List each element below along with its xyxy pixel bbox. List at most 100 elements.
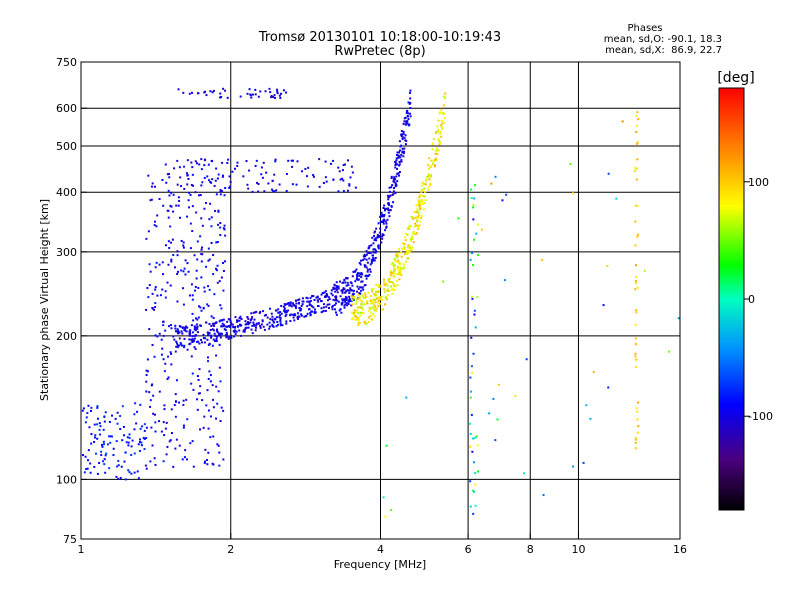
echo-point xyxy=(112,454,115,457)
echo-point xyxy=(417,228,420,231)
echo-point xyxy=(470,295,473,298)
echo-point xyxy=(160,353,163,356)
echo-point xyxy=(190,184,193,187)
echo-point xyxy=(390,175,393,178)
echo-point xyxy=(333,287,336,290)
echo-point xyxy=(164,163,167,166)
echo-point xyxy=(280,312,283,315)
echo-point xyxy=(265,313,268,316)
echo-point xyxy=(368,257,371,260)
echo-point xyxy=(250,96,253,99)
echo-point xyxy=(208,342,211,345)
echo-point xyxy=(438,140,441,143)
echo-point xyxy=(399,273,402,276)
echo-point xyxy=(314,311,317,314)
echo-point xyxy=(399,267,402,270)
echo-point xyxy=(162,358,165,361)
echo-point xyxy=(186,348,189,351)
echo-point xyxy=(216,177,219,180)
echo-point xyxy=(103,463,106,466)
echo-point xyxy=(93,423,96,426)
echo-point xyxy=(231,170,234,173)
echo-point xyxy=(221,161,224,164)
echo-point xyxy=(279,319,282,322)
echo-point xyxy=(220,332,223,335)
echo-point xyxy=(181,332,184,335)
echo-point xyxy=(100,453,103,456)
echo-point xyxy=(420,198,423,201)
x-tick-label: 8 xyxy=(527,543,534,556)
echo-point xyxy=(260,166,263,169)
echo-point xyxy=(222,323,225,326)
echo-point xyxy=(422,208,425,211)
echo-point xyxy=(372,313,375,316)
echo-point xyxy=(224,325,227,328)
echo-point xyxy=(384,207,387,210)
echo-point xyxy=(363,292,366,295)
echo-point xyxy=(253,323,256,326)
echo-point xyxy=(196,408,199,411)
echo-point xyxy=(364,255,367,258)
echo-point xyxy=(472,203,475,206)
echo-point xyxy=(212,329,215,332)
echo-point xyxy=(201,181,204,184)
echo-point xyxy=(279,316,282,319)
echo-point xyxy=(230,322,233,325)
echo-point xyxy=(213,324,216,327)
echo-point xyxy=(352,313,355,316)
echo-point xyxy=(326,299,329,302)
echo-point xyxy=(405,110,408,113)
echo-point xyxy=(205,265,208,268)
echo-point xyxy=(96,417,99,420)
echo-point xyxy=(366,268,369,271)
echo-point xyxy=(373,259,376,262)
echo-point xyxy=(635,115,638,118)
echo-point xyxy=(413,225,416,228)
echo-point xyxy=(162,320,165,323)
echo-point xyxy=(248,322,251,325)
echo-point xyxy=(232,326,235,329)
echo-point xyxy=(332,286,335,289)
echo-point xyxy=(324,160,327,163)
echo-point xyxy=(360,272,363,275)
echo-point xyxy=(213,184,216,187)
echo-point xyxy=(385,298,388,301)
echo-point xyxy=(634,323,637,326)
echo-point xyxy=(184,449,187,452)
echo-point xyxy=(212,406,215,409)
echo-point xyxy=(408,123,411,126)
echo-point xyxy=(174,393,177,396)
echo-point xyxy=(156,214,159,217)
echo-point xyxy=(407,101,410,104)
echo-point xyxy=(497,383,500,386)
echo-point xyxy=(160,338,163,341)
echo-point xyxy=(344,291,347,294)
echo-point xyxy=(350,299,353,302)
echo-point xyxy=(296,312,299,315)
echo-point xyxy=(104,471,107,474)
echo-point xyxy=(336,286,339,289)
y-tick-label: 75 xyxy=(63,533,77,546)
echo-point xyxy=(335,285,338,288)
echo-point xyxy=(309,314,312,317)
echo-point xyxy=(145,390,148,393)
echo-point xyxy=(238,317,241,320)
echo-point xyxy=(166,173,169,176)
echo-point xyxy=(249,319,252,322)
echo-point xyxy=(572,192,575,195)
echo-point xyxy=(419,220,422,223)
echo-point xyxy=(179,342,182,345)
echo-point xyxy=(425,178,428,181)
echo-point xyxy=(433,158,436,161)
echo-point xyxy=(368,306,371,309)
echo-point xyxy=(399,266,402,269)
echo-point xyxy=(210,335,213,338)
echo-point xyxy=(283,307,286,310)
echo-point xyxy=(281,324,284,327)
echo-point xyxy=(383,204,386,207)
echo-point xyxy=(320,299,323,302)
echo-point xyxy=(386,218,389,221)
echo-point xyxy=(84,421,87,424)
echo-point xyxy=(367,274,370,277)
echo-point xyxy=(215,337,218,340)
